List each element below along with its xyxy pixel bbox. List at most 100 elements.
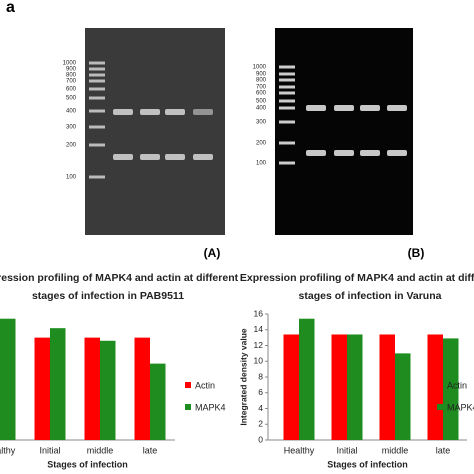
ladder-label: 300 [66,125,77,131]
bar [134,337,150,440]
ladder-label: 400 [256,106,267,112]
lane-label: 1 [313,12,318,22]
legend-swatch [437,382,443,388]
bar [283,334,299,440]
panel-label: (A) [204,246,221,260]
gel-band [140,109,160,115]
ladder-label: 200 [256,141,267,147]
gel-band [193,109,213,115]
ladder-label: 700 [256,85,267,91]
lane-label: 2 [147,11,152,21]
lane-label: 2 [341,12,346,22]
ladder-label: 900 [256,72,267,78]
y-tick-label: 14 [254,324,264,334]
gel-band [387,150,407,156]
ladder-band [89,79,105,83]
bar [299,318,315,440]
y-axis-label: Integrated density value [238,328,248,426]
legend-label: MAPK4 [447,402,474,412]
ladder-label: 100 [66,175,77,181]
legend-swatch [185,404,191,410]
lane-label: 3 [367,12,372,22]
chart-title: stages of infection in Varuna [299,290,442,302]
x-tick-label: Initial [336,445,357,455]
gel-band [334,105,354,111]
gel-band [140,154,160,160]
ladder-band [89,96,105,100]
ladder-label: 100 [256,161,267,167]
bar [331,334,347,440]
ladder-label: 500 [66,96,77,102]
y-tick-label: 8 [258,371,263,381]
legend-swatch [185,382,191,388]
bar [34,337,50,440]
legend-swatch [437,404,443,410]
y-tick-label: 6 [258,387,263,397]
bar [395,353,411,440]
ladder-label: 700 [66,79,77,85]
x-tick-label: late [436,445,451,455]
gel-band [334,150,354,156]
ladder-band [89,73,105,77]
bar [379,334,395,440]
ladder-band [89,67,105,71]
ladder-band [89,125,105,129]
ladder-label: 800 [256,78,267,84]
legend-label: Actin [195,380,215,390]
gel-band [113,109,133,115]
bar [84,337,100,440]
bar [50,328,66,440]
chart-title: Expression profiling of MAPK4 and actin … [240,272,474,284]
ladder-band [279,78,295,82]
ladder-band [279,72,295,76]
ladder-label: 300 [256,120,267,126]
ladder-band [89,87,105,91]
ladder-band [89,175,105,179]
gel-band [306,150,326,156]
ladder-band [279,161,295,165]
gel-band [113,154,133,160]
y-tick-label: 16 [254,308,264,318]
bar [150,363,166,440]
ladder-band [279,99,295,103]
legend-label: MAPK4 [195,402,226,412]
lane-label: 4 [200,11,205,21]
ladder-label: 200 [66,143,77,149]
ladder-label: 500 [256,99,267,105]
y-tick-label: 0 [258,434,263,444]
ladder-label: 600 [256,91,267,97]
ladder-label: 900 [66,67,77,73]
ladder-band [279,65,295,69]
lane-label: 4 [394,12,399,22]
figure-label: a [6,0,15,16]
gel-band [165,154,185,160]
ladder-label: 1000 [63,61,77,67]
gel-band [165,109,185,115]
lane-label: 3 [172,11,177,21]
x-axis-label: Stages of infection [47,459,128,469]
gel-band [387,105,407,111]
gel-band [306,105,326,111]
lane-label: M [283,12,291,22]
bar [347,334,363,440]
ladder-label: 400 [66,109,77,115]
bar [0,318,16,440]
ladder-label: 1000 [253,65,267,71]
panel-label: (B) [408,246,425,260]
chart-title: Expression profiling of MAPK4 and actin … [0,272,239,284]
ladder-label: 800 [66,73,77,79]
ladder-band [279,106,295,110]
ladder-band [279,85,295,89]
ladder-band [89,61,105,65]
y-tick-label: 10 [254,356,264,366]
x-tick-label: late [143,445,158,455]
x-tick-label: middle [87,445,114,455]
ladder-label: 600 [66,87,77,93]
x-tick-label: Healthy [0,445,16,455]
y-tick-label: 12 [254,340,264,350]
y-tick-label: 4 [258,403,263,413]
gel-band [360,105,380,111]
y-tick-label: 2 [258,419,263,429]
chart-title: stages of infection in PAB9511 [32,290,184,302]
